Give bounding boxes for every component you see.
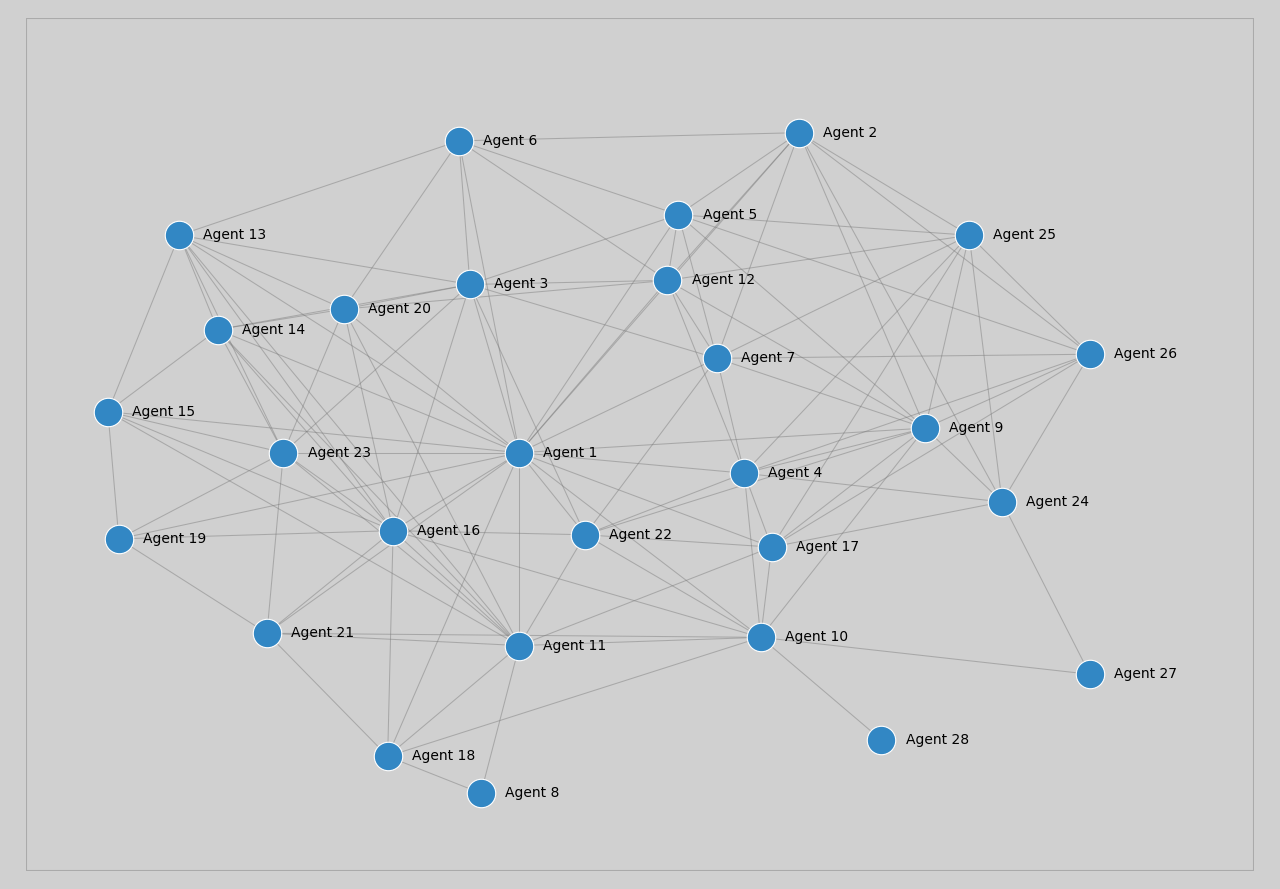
Point	[915, 421, 936, 436]
Text: Agent 22: Agent 22	[609, 528, 672, 541]
Text: Agent 16: Agent 16	[417, 524, 480, 538]
Text: Agent 23: Agent 23	[307, 445, 371, 460]
Point	[257, 626, 278, 640]
Point	[762, 540, 782, 554]
Text: Agent 3: Agent 3	[494, 277, 548, 292]
Point	[378, 749, 398, 764]
Text: Agent 6: Agent 6	[483, 134, 538, 148]
Point	[383, 524, 403, 538]
Point	[992, 495, 1012, 509]
Point	[334, 302, 355, 316]
Text: Agent 13: Agent 13	[204, 228, 266, 242]
Text: Agent 8: Agent 8	[506, 786, 559, 800]
Point	[169, 228, 189, 243]
Text: Agent 25: Agent 25	[993, 228, 1056, 242]
Text: Agent 21: Agent 21	[291, 626, 355, 640]
Point	[97, 404, 118, 419]
Point	[1079, 347, 1100, 361]
Text: Agent 5: Agent 5	[703, 208, 756, 221]
Point	[959, 228, 979, 243]
Text: Agent 20: Agent 20	[367, 302, 431, 316]
Point	[707, 351, 727, 365]
Point	[207, 323, 228, 337]
Text: Agent 7: Agent 7	[741, 351, 795, 365]
Text: Agent 24: Agent 24	[1027, 495, 1089, 509]
Point	[657, 273, 677, 287]
Text: Agent 2: Agent 2	[823, 125, 878, 140]
Text: Agent 28: Agent 28	[905, 733, 969, 747]
Point	[733, 466, 754, 480]
Point	[109, 532, 129, 546]
Point	[460, 277, 480, 292]
Text: Agent 17: Agent 17	[796, 541, 859, 554]
Text: Agent 1: Agent 1	[544, 445, 598, 460]
Point	[788, 125, 809, 140]
Point	[449, 133, 470, 148]
Text: Agent 27: Agent 27	[1114, 668, 1178, 681]
Point	[273, 445, 293, 460]
Text: Agent 14: Agent 14	[242, 323, 305, 337]
Point	[509, 445, 530, 460]
Text: Agent 12: Agent 12	[691, 274, 755, 287]
Point	[750, 630, 771, 645]
Point	[471, 786, 492, 800]
Text: Agent 15: Agent 15	[132, 404, 195, 419]
Text: Agent 18: Agent 18	[412, 749, 475, 764]
Text: Agent 11: Agent 11	[544, 638, 607, 653]
Point	[872, 733, 892, 747]
Text: Agent 4: Agent 4	[768, 466, 823, 480]
Point	[575, 528, 595, 542]
Text: Agent 26: Agent 26	[1114, 348, 1178, 361]
Point	[1079, 667, 1100, 681]
Text: Agent 9: Agent 9	[950, 421, 1004, 435]
Text: Agent 10: Agent 10	[785, 630, 847, 645]
Point	[668, 208, 689, 222]
Point	[509, 638, 530, 653]
Text: Agent 19: Agent 19	[143, 532, 206, 546]
